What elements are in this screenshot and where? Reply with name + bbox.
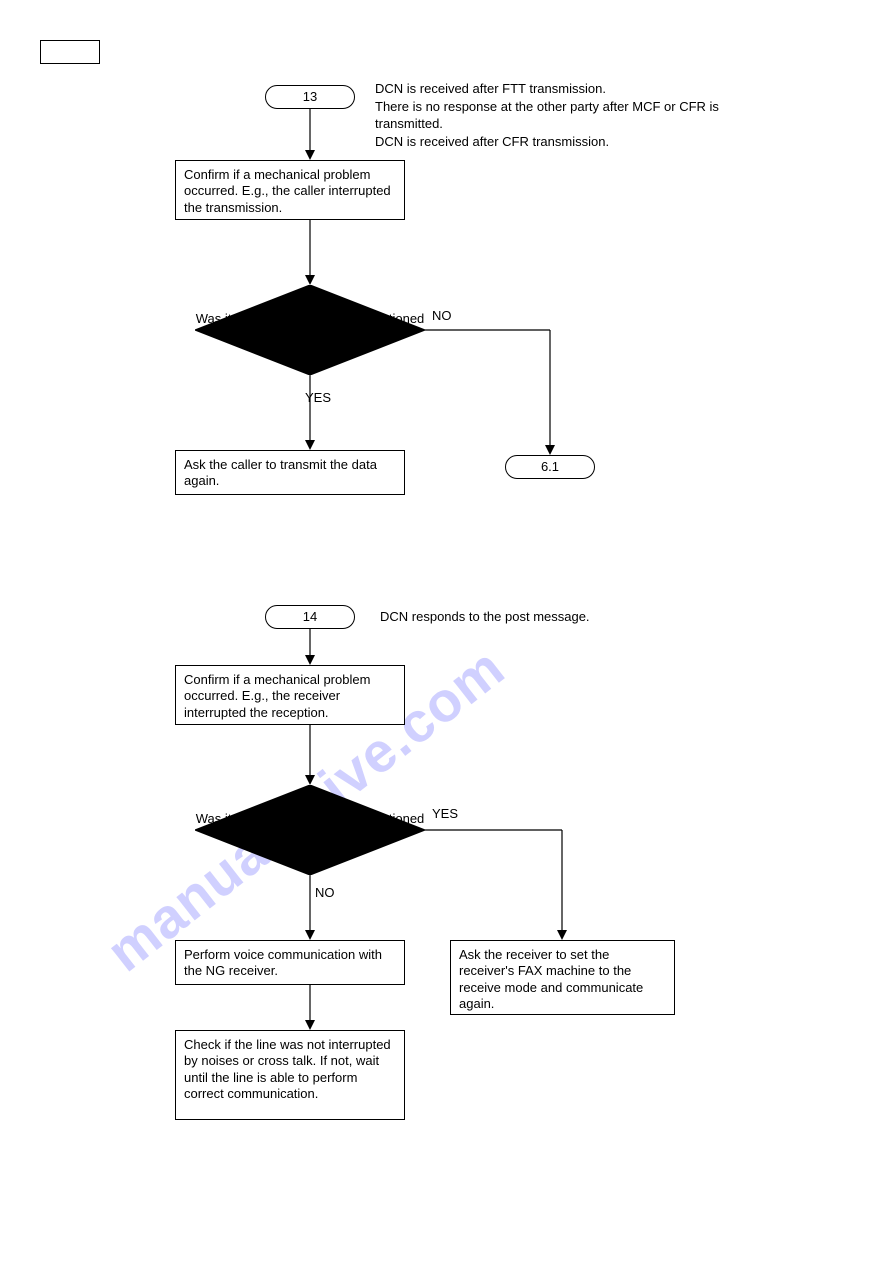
flowchart-page: manualshive.com 13 DCN is received after… xyxy=(0,0,893,1263)
fc2-connectors xyxy=(0,0,893,1263)
